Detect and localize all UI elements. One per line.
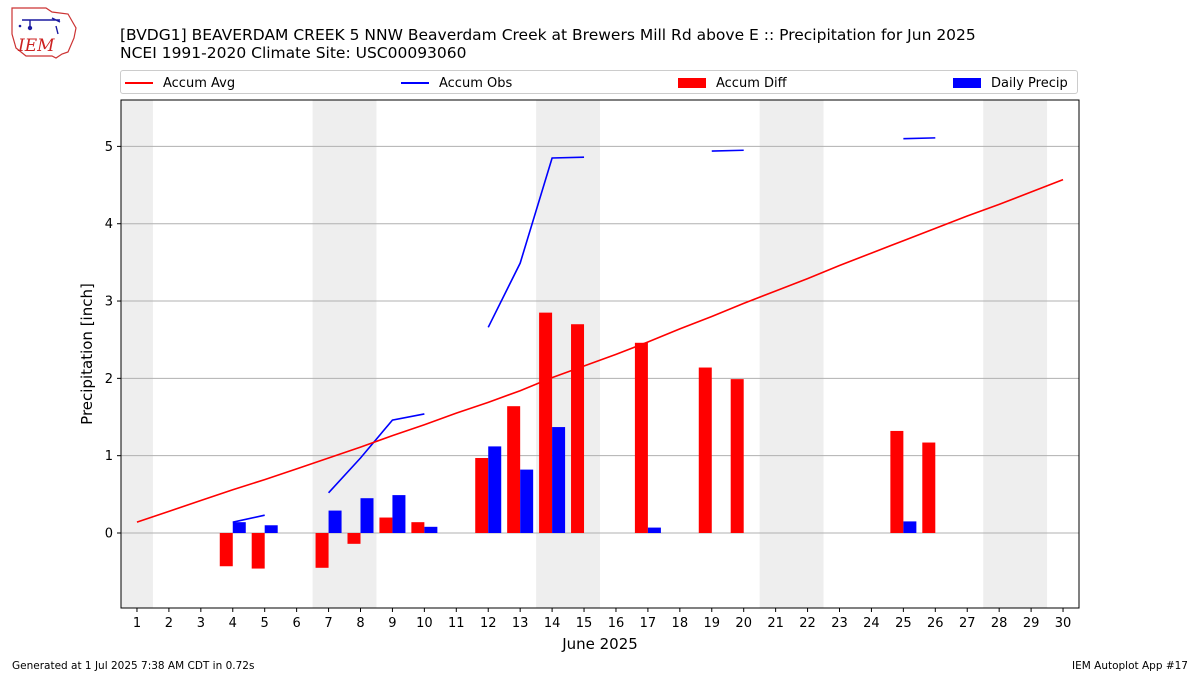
accum-diff-bar-day-15 xyxy=(571,324,585,533)
iem-logo: IEM xyxy=(11,7,77,59)
accum-diff-bar-day-9 xyxy=(379,517,393,533)
y-tick-label-5: 5 xyxy=(105,140,113,155)
x-tick-label-18: 18 xyxy=(672,616,689,631)
x-tick-label-23: 23 xyxy=(831,616,848,631)
x-axis-label: June 2025 xyxy=(561,635,638,653)
x-tick-label-2: 2 xyxy=(165,616,173,631)
legend-item-daily-precip: Daily Precip xyxy=(953,74,1068,92)
x-tick-label-5: 5 xyxy=(261,616,269,631)
accum-obs-line-segment-4 xyxy=(711,149,744,152)
accum-avg-line-segment-1 xyxy=(136,178,1064,523)
daily-precip-bar-day-17 xyxy=(647,527,661,533)
accum-diff-bar-day-26 xyxy=(922,442,936,533)
accum-diff-bar-day-20 xyxy=(730,379,744,533)
daily-precip-bar-day-13 xyxy=(520,469,534,533)
x-tick-label-1: 1 xyxy=(133,616,141,631)
weekend-band-1 xyxy=(121,100,153,608)
x-tick-label-17: 17 xyxy=(640,616,657,631)
x-tick-label-29: 29 xyxy=(1023,616,1040,631)
daily-precip-bar-day-14 xyxy=(552,427,566,533)
legend-swatch-accum-diff xyxy=(678,78,706,88)
accum-diff-bar-day-13 xyxy=(507,406,521,533)
x-tick-label-26: 26 xyxy=(927,616,944,631)
weekend-band-5 xyxy=(983,100,1048,608)
legend-swatch-accum-avg xyxy=(125,82,153,84)
accum-diff-bar-day-12 xyxy=(475,457,489,533)
x-tick-label-12: 12 xyxy=(480,616,497,631)
y-axis-label: Precipitation [inch] xyxy=(78,283,96,425)
x-tick-label-15: 15 xyxy=(576,616,593,631)
x-tick-label-9: 9 xyxy=(388,616,396,631)
x-tick-label-24: 24 xyxy=(863,616,880,631)
accum-diff-bar-day-8 xyxy=(347,532,361,544)
generated-timestamp: Generated at 1 Jul 2025 7:38 AM CDT in 0… xyxy=(12,660,255,672)
legend-label-daily-precip: Daily Precip xyxy=(991,75,1068,91)
accum-diff-bar-day-25 xyxy=(890,430,904,533)
daily-precip-bar-day-5 xyxy=(264,525,278,533)
x-tick-label-30: 30 xyxy=(1055,616,1072,631)
x-tick-label-13: 13 xyxy=(512,616,529,631)
x-tick-label-10: 10 xyxy=(416,616,433,631)
x-tick-label-21: 21 xyxy=(767,616,784,631)
x-tick-label-11: 11 xyxy=(448,616,465,631)
y-tick-label-0: 0 xyxy=(105,526,113,541)
legend-item-accum-diff: Accum Diff xyxy=(678,74,787,92)
accum-diff-bar-day-5 xyxy=(251,532,265,569)
accum-diff-bar-day-17 xyxy=(634,342,648,533)
daily-precip-bar-day-10 xyxy=(424,526,438,533)
x-tick-label-3: 3 xyxy=(197,616,205,631)
daily-precip-bar-day-9 xyxy=(392,495,406,533)
x-tick-label-19: 19 xyxy=(703,616,720,631)
accum-obs-line-segment-5 xyxy=(903,137,936,140)
x-tick-label-16: 16 xyxy=(608,616,625,631)
accum-obs-line-segment-3 xyxy=(487,156,585,328)
x-tick-label-8: 8 xyxy=(356,616,364,631)
x-tick-label-28: 28 xyxy=(991,616,1008,631)
legend-swatch-daily-precip xyxy=(953,78,981,88)
x-tick-label-25: 25 xyxy=(895,616,912,631)
y-tick-label-2: 2 xyxy=(105,372,113,387)
daily-precip-bar-day-7 xyxy=(328,510,342,533)
accum-obs-line-segment-2 xyxy=(327,413,425,494)
daily-precip-bar-day-8 xyxy=(360,498,374,533)
legend-label-accum-diff: Accum Diff xyxy=(716,75,787,91)
x-tick-label-20: 20 xyxy=(735,616,752,631)
y-tick-label-3: 3 xyxy=(105,295,113,310)
x-tick-label-7: 7 xyxy=(324,616,332,631)
accum-diff-bar-day-7 xyxy=(315,532,329,568)
plot-frame xyxy=(120,99,1080,609)
accum-diff-bar-day-10 xyxy=(411,522,425,533)
weekend-band-4 xyxy=(759,100,824,608)
x-tick-label-22: 22 xyxy=(799,616,816,631)
y-tick-label-1: 1 xyxy=(105,449,113,464)
accum-obs-line-segment-1 xyxy=(232,514,265,523)
logo-text: IEM xyxy=(17,36,55,56)
legend-swatch-accum-obs xyxy=(401,82,429,84)
accum-diff-bar-day-4 xyxy=(219,532,233,567)
x-tick-label-27: 27 xyxy=(959,616,976,631)
chart-title: [BVDG1] BEAVERDAM CREEK 5 NNW Beaverdam … xyxy=(120,26,976,44)
app-credit: IEM Autoplot App #17 xyxy=(1072,660,1188,672)
x-tick-label-6: 6 xyxy=(292,616,300,631)
legend-label-accum-avg: Accum Avg xyxy=(163,75,236,91)
chart-subtitle: NCEI 1991-2020 Climate Site: USC00093060 xyxy=(120,44,467,62)
accum-diff-bar-day-19 xyxy=(698,367,712,533)
x-tick-label-4: 4 xyxy=(229,616,237,631)
daily-precip-bar-day-4 xyxy=(232,522,246,533)
chart-legend: Accum Avg Accum Obs Accum Diff Daily Pre… xyxy=(120,70,1078,94)
daily-precip-bar-day-25 xyxy=(903,521,917,533)
legend-item-accum-avg: Accum Avg xyxy=(125,74,235,92)
daily-precip-bar-day-12 xyxy=(488,446,502,533)
accum-diff-bar-day-14 xyxy=(539,312,553,533)
legend-item-accum-obs: Accum Obs xyxy=(401,74,512,92)
legend-label-accum-obs: Accum Obs xyxy=(439,75,513,91)
x-tick-label-14: 14 xyxy=(544,616,561,631)
y-tick-label-4: 4 xyxy=(105,217,113,232)
